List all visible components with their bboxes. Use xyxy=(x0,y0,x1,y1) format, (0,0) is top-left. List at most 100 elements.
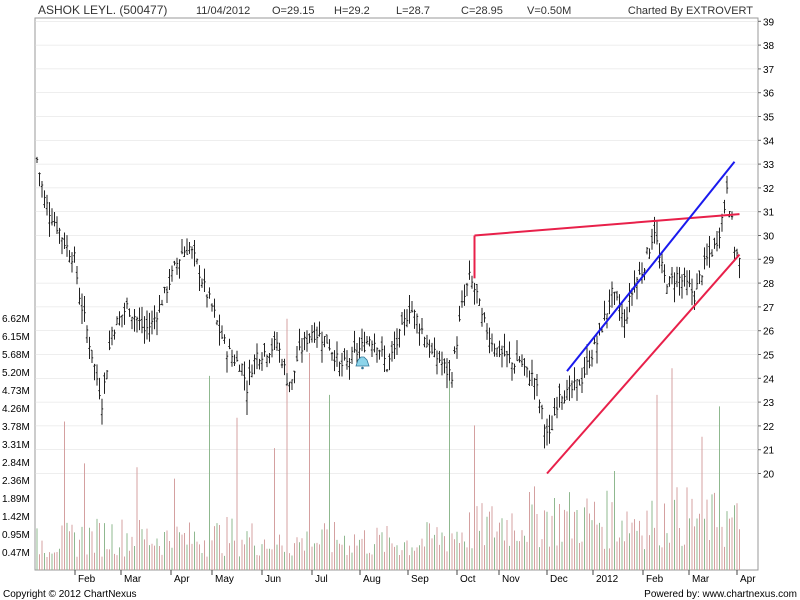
price-bar xyxy=(593,337,596,345)
price-tick-label: 36 xyxy=(763,89,775,100)
price-bar xyxy=(655,221,659,245)
price-bar xyxy=(228,338,231,350)
price-bar xyxy=(470,275,474,289)
price-bar xyxy=(213,298,216,318)
price-bar xyxy=(565,379,569,400)
price-bar xyxy=(488,327,491,354)
price-bar xyxy=(383,345,386,373)
price-bar xyxy=(345,350,349,370)
price-bar xyxy=(83,296,86,322)
price-bar xyxy=(190,246,194,259)
price-bar xyxy=(360,328,364,352)
price-bar xyxy=(438,350,441,363)
price-bar xyxy=(208,287,211,299)
price-bar xyxy=(590,349,594,367)
price-bar xyxy=(580,367,584,393)
price-bar xyxy=(413,309,416,329)
price-bar xyxy=(710,249,714,257)
price-bar xyxy=(273,331,276,350)
price-bar xyxy=(133,308,136,332)
price-bar xyxy=(323,335,326,348)
price-bar xyxy=(463,284,466,306)
price-tick-label: 38 xyxy=(763,41,775,52)
price-tick-label: 33 xyxy=(763,160,775,171)
price-bar xyxy=(720,213,724,232)
price-bar xyxy=(223,334,226,344)
price-bar xyxy=(123,302,126,325)
price-bar xyxy=(270,338,274,358)
price-bar xyxy=(88,336,91,359)
price-bar xyxy=(300,338,304,363)
price-bar xyxy=(578,379,581,386)
price-bar xyxy=(263,343,266,357)
price-bar xyxy=(338,361,341,377)
price-bar xyxy=(125,297,129,309)
price-bar xyxy=(138,307,141,331)
quote-close: C=28.95 xyxy=(461,5,503,17)
price-tick-label: 32 xyxy=(763,184,775,195)
price-bar xyxy=(148,312,151,342)
price-bar xyxy=(348,357,351,380)
price-bar xyxy=(373,333,376,353)
price-bar xyxy=(63,232,66,249)
price-bar xyxy=(455,336,459,359)
price-tick-label: 25 xyxy=(763,351,775,362)
price-bar xyxy=(365,336,369,345)
price-bar xyxy=(625,306,629,324)
price-bar xyxy=(608,289,611,315)
volume-tick-label: 1.89M xyxy=(2,494,30,505)
price-bar xyxy=(385,369,389,373)
price-bar xyxy=(708,236,711,268)
price-bar xyxy=(118,311,121,326)
price-bar xyxy=(670,267,674,285)
price-bar xyxy=(253,354,256,375)
price-bar xyxy=(543,424,546,449)
time-tick-label: Nov xyxy=(502,574,520,585)
price-bar xyxy=(295,345,299,362)
time-tick-label: Jul xyxy=(315,574,328,585)
price-bar xyxy=(575,379,579,401)
price-bar xyxy=(248,359,251,386)
price-bar xyxy=(105,369,109,380)
price-bar xyxy=(390,340,394,362)
price-bar xyxy=(725,175,729,194)
price-bar xyxy=(523,358,526,376)
price-bar xyxy=(278,342,281,363)
price-tick-label: 28 xyxy=(763,279,775,290)
price-bar xyxy=(255,343,259,370)
price-bar xyxy=(555,396,559,419)
price-bar xyxy=(180,239,184,255)
price-bar xyxy=(35,156,39,163)
price-bar xyxy=(250,364,254,378)
price-bar xyxy=(485,323,489,340)
price-bar xyxy=(703,247,706,270)
price-bar xyxy=(453,346,456,354)
price-bar xyxy=(395,328,399,355)
price-bar xyxy=(203,268,206,292)
price-bar xyxy=(78,287,81,305)
price-bar xyxy=(380,336,384,357)
powered-by-link[interactable]: Powered by: www.chartnexus.com xyxy=(644,589,797,600)
price-bar xyxy=(560,395,564,410)
price-bar xyxy=(238,364,241,372)
price-bar xyxy=(738,257,741,279)
price-bar xyxy=(163,286,166,294)
price-bar xyxy=(305,330,309,352)
price-bar xyxy=(235,350,239,362)
price-bar xyxy=(433,337,436,358)
price-bar xyxy=(695,273,699,290)
price-bar xyxy=(245,380,249,416)
price-bar xyxy=(683,267,686,287)
price-bar xyxy=(103,372,106,394)
price-bar xyxy=(343,348,346,361)
price-bar xyxy=(713,237,716,249)
price-bar xyxy=(515,340,519,362)
price-bar xyxy=(635,276,639,300)
price-tick-label: 22 xyxy=(763,422,775,433)
price-bar xyxy=(353,330,356,353)
price-bar xyxy=(505,350,509,368)
price-bar xyxy=(530,359,534,387)
price-bar xyxy=(418,323,421,346)
price-bar xyxy=(140,306,144,334)
price-bar xyxy=(150,310,154,335)
